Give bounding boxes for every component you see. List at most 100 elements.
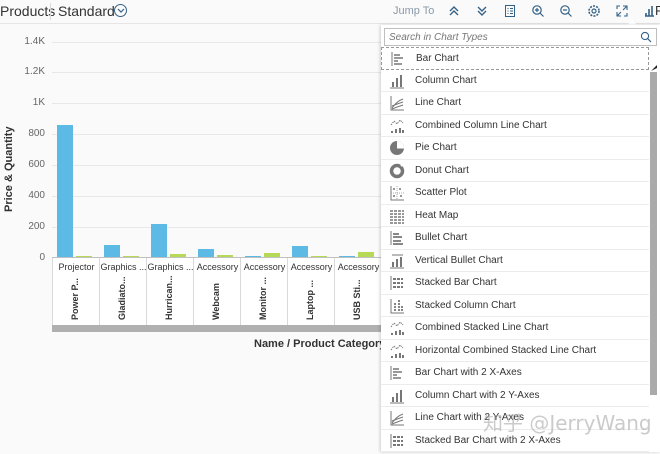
chart-type-option-label: Horizontal Combined Stacked Line Chart (415, 344, 597, 356)
y-tick: 600 (28, 159, 45, 170)
chart-plot-area: Price & Quantity 1.4K 1.2K 1K 800 600 40… (0, 25, 660, 452)
y-tick: 400 (28, 190, 45, 201)
chart-type-option[interactable]: Stacked Bar Chart (381, 272, 649, 295)
expand-down-icon[interactable] (474, 3, 490, 19)
chart-type-option[interactable]: Line Chart with 2 Y-Axes (381, 407, 649, 430)
chart-type-option-label: Stacked Column Chart (415, 299, 516, 311)
line-chart-icon (389, 95, 405, 111)
chart-type-option[interactable]: Combined Stacked Line Chart (381, 317, 649, 340)
y-tick: 1K (32, 97, 45, 108)
combined-stacked-line-icon (389, 320, 405, 336)
bar-quantity[interactable] (264, 253, 280, 257)
chart-type-option[interactable]: Pie Chart (381, 137, 649, 160)
horizontal-combined-stacked-line-icon (389, 343, 405, 359)
x-axis-cell: Accessory USB Sti... (334, 258, 381, 325)
chart-type-icon (645, 5, 654, 17)
list-scrollbar[interactable] (650, 72, 657, 395)
chart-type-option[interactable]: Donut Chart (381, 160, 649, 182)
bar-price[interactable] (339, 255, 355, 257)
bar-quantity[interactable] (358, 251, 374, 257)
x-axis-title: Name / Product Category (254, 338, 386, 350)
heat-map-icon (389, 208, 405, 224)
combined-column-line-icon (389, 118, 405, 134)
bar-price[interactable] (57, 124, 73, 257)
x-axis-cell: Graphics ... Gladiato... (99, 258, 147, 325)
x-axis-scrollbar[interactable] (52, 325, 382, 332)
chart-type-option[interactable]: Column Chart (381, 70, 649, 92)
settings-icon[interactable] (586, 3, 602, 19)
x-name-label: USB Sti... (352, 279, 362, 320)
chart-type-option-label: Line Chart (415, 97, 462, 108)
chart-type-option[interactable]: Line Chart (381, 92, 649, 115)
bar-quantity[interactable] (311, 255, 327, 257)
chart-type-option[interactable]: Column Chart with 2 Y-Axes (381, 385, 649, 407)
variant-selector-label[interactable]: Standard (58, 3, 115, 19)
chart-type-option[interactable]: Vertical Bullet Chart (381, 250, 649, 272)
chart-type-option[interactable]: Combined Column Line Chart (381, 115, 649, 137)
chart-type-option-label: Stacked Bar Chart with 2 X-Axes (415, 434, 561, 446)
x-category-label: Accessory (243, 262, 286, 272)
column-chart-icon (389, 73, 405, 89)
search-icon[interactable] (640, 31, 652, 43)
pie-chart-icon (389, 140, 405, 156)
chart-type-option-label: Column Chart with 2 Y-Axes (415, 389, 540, 401)
bar-quantity[interactable] (123, 256, 139, 257)
chart-type-option[interactable]: Heat Map (381, 205, 649, 227)
bar-price[interactable] (292, 245, 308, 257)
bar-quantity[interactable] (76, 256, 92, 257)
chart-type-option[interactable]: Bar Chart with 2 X-Axes (381, 362, 649, 385)
bar-chart-icon (390, 51, 406, 67)
bar-chart-2x-icon (389, 365, 405, 381)
chart-type-option-label: Combined Column Line Chart (415, 119, 547, 131)
chart-type-option-label: Heat Map (415, 209, 459, 221)
x-axis-labels: Projector Power P... Graphics ... Gladiato.… (52, 257, 382, 325)
chart-type-search[interactable] (384, 28, 657, 46)
chart-type-option[interactable]: Stacked Column Chart (381, 295, 649, 317)
chart-type-option-label: Bullet Chart (415, 232, 468, 243)
gridline (52, 165, 382, 166)
bar-price[interactable] (104, 245, 120, 257)
chart-type-option[interactable]: Horizontal Combined Stacked Line Chart (381, 340, 649, 362)
expand-up-icon[interactable] (446, 3, 462, 19)
x-category-label: Projector (58, 262, 95, 272)
chart-type-option-label: Combined Stacked Line Chart (415, 322, 549, 333)
x-axis-cell: Accessory Webcam (193, 258, 240, 325)
x-axis-cell: Accessory Monitor ... (240, 258, 287, 325)
chart-type-button[interactable]: P (644, 3, 660, 18)
line-chart-2y-icon (389, 410, 405, 426)
bar-price[interactable] (245, 255, 261, 257)
gridline (52, 103, 382, 104)
jump-to-button[interactable]: Jump To (393, 5, 435, 17)
y-tick: 200 (28, 221, 45, 232)
legend-icon[interactable] (502, 3, 518, 19)
bar-price[interactable] (198, 248, 214, 257)
bar-quantity[interactable] (170, 253, 186, 257)
gridline (52, 134, 382, 135)
chart-type-list: Bar Chart Column Chart Line Chart Combined … (381, 47, 649, 452)
x-name-label: Power P... (70, 278, 80, 320)
zoom-in-icon[interactable] (530, 3, 546, 19)
bar-quantity[interactable] (217, 254, 233, 257)
chart-type-option[interactable]: Bar Chart (381, 47, 649, 70)
search-input[interactable] (389, 30, 629, 45)
popover-caret (626, 20, 638, 26)
y-tick: 1.2K (24, 66, 45, 77)
gridline (52, 227, 382, 228)
chart-type-option[interactable]: Bullet Chart (381, 227, 649, 250)
fullscreen-icon[interactable] (614, 3, 630, 19)
resize-handle-icon[interactable] (651, 58, 657, 76)
donut-chart-icon (389, 162, 405, 179)
stacked-column-chart-icon (389, 298, 405, 314)
chart-type-option-label: Pie Chart (415, 142, 457, 153)
chart-type-option-label: Line Chart with 2 Y-Axes (415, 412, 524, 423)
gridline (52, 42, 382, 43)
chart-type-option[interactable]: Scatter Plot (381, 182, 649, 205)
chart-type-option-label: Stacked Bar Chart (415, 277, 497, 288)
variant-dropdown-chevron-icon[interactable] (114, 4, 127, 17)
x-name-label: Gladiato... (117, 276, 127, 320)
x-axis-cell: Accessory Laptop ... (287, 258, 334, 325)
chart-type-option-label: Bar Chart with 2 X-Axes (415, 367, 522, 378)
x-category-label: Accessory (290, 262, 333, 272)
bar-price[interactable] (151, 223, 167, 257)
zoom-out-icon[interactable] (558, 3, 574, 19)
